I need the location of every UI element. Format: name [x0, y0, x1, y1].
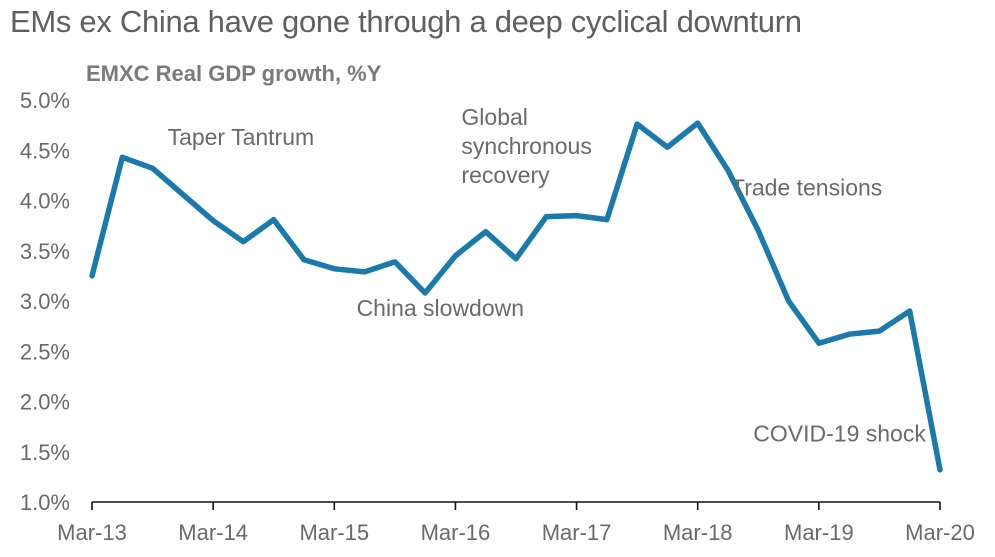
x-tick-label: Mar-19 — [784, 520, 854, 545]
annotations: Taper Tantrum China slowdown Global synchro… — [168, 104, 927, 447]
series-group — [89, 120, 943, 473]
y-tick-label: 1.5% — [20, 440, 70, 465]
chart-subtitle: EMXC Real GDP growth, %Y — [86, 61, 382, 86]
x-tick-label: Mar-18 — [663, 520, 733, 545]
annotation-label: Taper Tantrum — [168, 124, 315, 150]
x-axis: Mar-13 Mar-14 Mar-15 Mar-16 Mar-17 Mar-18 Mar-… — [57, 501, 975, 545]
y-tick-label: 1.0% — [20, 490, 70, 515]
y-axis: 1.0% 1.5% 2.0% 2.5% 3.0% 3.5% 4.0% 4.5% 5.0% — [20, 88, 70, 515]
annotation-label: Trade tensions — [731, 174, 882, 200]
annotation-label: recovery — [461, 162, 550, 188]
annotation-label: China slowdown — [357, 295, 524, 321]
x-tick-label: Mar-16 — [421, 520, 491, 545]
y-tick-label: 3.5% — [20, 239, 70, 264]
y-tick-label: 4.5% — [20, 138, 70, 163]
y-tick-label: 2.5% — [20, 339, 70, 364]
x-tick-label: Mar-13 — [57, 520, 127, 545]
y-tick-label: 4.0% — [20, 189, 70, 214]
annotation-label: COVID-19 shock — [753, 421, 926, 447]
x-tick-label: Mar-17 — [542, 520, 612, 545]
x-tick-label: Mar-20 — [905, 520, 975, 545]
y-tick-label: 5.0% — [20, 88, 70, 113]
y-tick-label: 3.0% — [20, 289, 70, 314]
annotation-label: synchronous — [461, 133, 591, 159]
x-tick-label: Mar-14 — [178, 520, 248, 545]
chart-title: EMs ex China have gone through a deep cy… — [10, 4, 802, 39]
y-tick-label: 2.0% — [20, 390, 70, 415]
annotation-label: Global — [461, 104, 527, 130]
x-tick-label: Mar-15 — [299, 520, 369, 545]
